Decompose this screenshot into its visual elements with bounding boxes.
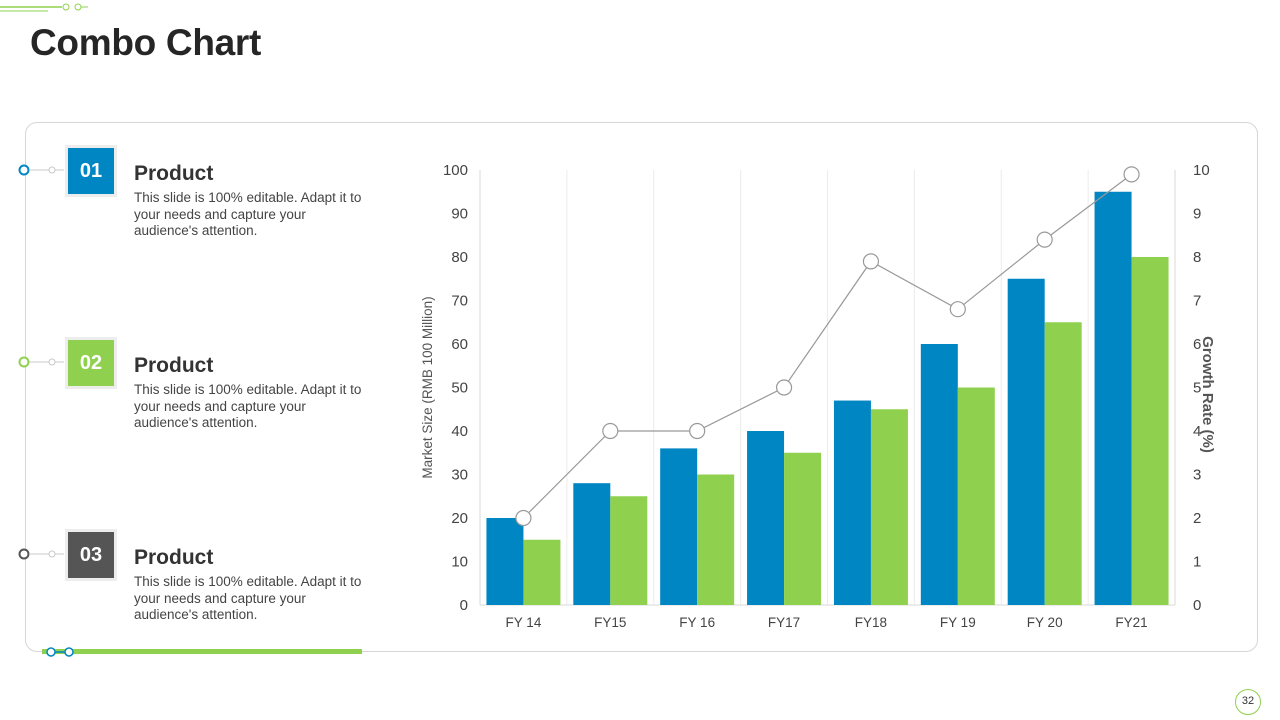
bar-series-1 xyxy=(660,448,698,605)
y-tick-label: 50 xyxy=(451,380,468,397)
item-description: This slide is 100% editable. Adapt it to… xyxy=(134,190,362,238)
bar-series-1 xyxy=(920,344,958,605)
page-number: 32 xyxy=(1235,689,1261,715)
top-decoration xyxy=(0,3,88,12)
y2-tick-label: 9 xyxy=(1193,206,1201,223)
item-title: Product xyxy=(134,354,214,377)
product-item-1: 01 Product This slide is 100% editable. Ad… xyxy=(16,148,376,238)
bar-series-2 xyxy=(957,387,995,605)
growth-rate-point xyxy=(949,301,966,318)
x-tick-label: FY18 xyxy=(855,615,887,630)
bar-series-1 xyxy=(833,400,871,605)
bar-series-1 xyxy=(747,431,785,605)
x-tick-label: FY 14 xyxy=(506,615,542,630)
bar-series-2 xyxy=(1131,257,1169,605)
x-tick-label: FY 20 xyxy=(1027,615,1063,630)
item-description: This slide is 100% editable. Adapt it to… xyxy=(134,382,362,430)
y2-tick-label: 10 xyxy=(1193,162,1210,179)
y-tick-label: 10 xyxy=(451,554,468,571)
growth-rate-point xyxy=(515,509,532,527)
page-title: Combo Chart xyxy=(30,22,262,63)
x-tick-label: FY17 xyxy=(768,615,800,630)
bar-series-2 xyxy=(870,409,908,605)
y-tick-label: 40 xyxy=(451,423,468,440)
growth-rate-point xyxy=(775,379,793,396)
bar-series-1 xyxy=(1007,278,1045,605)
bar-series-2 xyxy=(1044,322,1082,605)
product-item-2: 02 Product This slide is 100% editable. Ad… xyxy=(16,340,376,430)
x-tick-label: FY 19 xyxy=(940,615,976,630)
growth-rate-point xyxy=(862,253,880,270)
panel-accent-bar xyxy=(42,649,362,654)
y2-tick-label: 3 xyxy=(1193,467,1201,484)
y2-tick-label: 4 xyxy=(1193,423,1201,440)
y-tick-label: 20 xyxy=(451,510,468,527)
item-number-badge: 03 xyxy=(68,532,114,578)
growth-rate-point xyxy=(1036,231,1053,248)
panel-dots-decoration xyxy=(46,647,74,657)
item-number-badge: 01 xyxy=(68,148,114,194)
combo-chart: 0 10 20 30 40 50 60 70 80 90 100 0 1 2 3 4 5 6 7 8 9 10 Market… xyxy=(420,162,1216,630)
y2-tick-label: 2 xyxy=(1193,510,1201,527)
y-tick-label: 60 xyxy=(451,336,468,353)
y2-tick-label: 1 xyxy=(1193,554,1201,571)
y-tick-label: 30 xyxy=(451,467,468,484)
item-title: Product xyxy=(134,162,214,185)
x-tick-label: FY15 xyxy=(594,615,626,630)
item-description: This slide is 100% editable. Adapt it to… xyxy=(134,574,362,622)
x-tick-label: FY 16 xyxy=(679,615,715,630)
y2-tick-label: 7 xyxy=(1193,293,1201,310)
y2-axis-title: Growth Rate (%) xyxy=(1199,336,1216,453)
bar-series-2 xyxy=(610,496,648,605)
x-tick-label: FY21 xyxy=(1115,615,1147,630)
connector-dots xyxy=(18,164,64,176)
y2-tick-label: 6 xyxy=(1193,336,1201,353)
connector-dots xyxy=(18,548,64,560)
y-tick-label: 80 xyxy=(451,249,468,266)
growth-rate-point xyxy=(1123,166,1140,183)
y-tick-label: 90 xyxy=(451,206,468,223)
connector-dots xyxy=(18,356,64,368)
bar-series-1 xyxy=(573,483,611,605)
y-tick-label: 0 xyxy=(460,597,468,614)
bar-series-2 xyxy=(697,474,735,605)
y-axis-title: Market Size (RMB 100 Million) xyxy=(420,296,435,478)
y2-tick-label: 8 xyxy=(1193,249,1201,266)
bar-series-1 xyxy=(1094,191,1132,605)
item-title: Product xyxy=(134,546,214,569)
bar-series-1 xyxy=(486,518,524,605)
y2-tick-label: 0 xyxy=(1193,597,1201,614)
y-tick-label: 70 xyxy=(451,293,468,310)
growth-rate-point xyxy=(602,422,619,440)
bar-series-2 xyxy=(523,539,561,605)
bar-series-2 xyxy=(784,452,822,605)
y-tick-label: 100 xyxy=(443,162,468,179)
product-item-3: 03 Product This slide is 100% editable. Ad… xyxy=(16,532,376,622)
item-number-badge: 02 xyxy=(68,340,114,386)
growth-rate-line xyxy=(523,173,1132,519)
growth-rate-point xyxy=(689,422,706,440)
y2-tick-label: 5 xyxy=(1193,380,1201,397)
